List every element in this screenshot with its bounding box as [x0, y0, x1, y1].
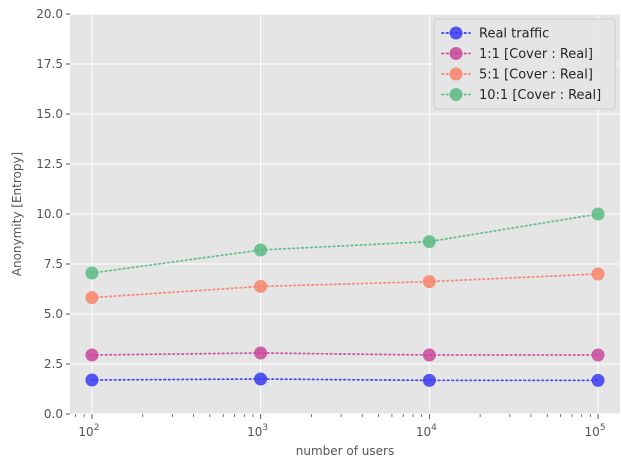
y-tick-label: 12.5 [36, 157, 63, 171]
legend-label: 10:1 [Cover : Real] [479, 88, 601, 103]
y-tick-label: 20.0 [36, 7, 63, 21]
series-layer [85, 207, 605, 387]
series-3 [85, 207, 605, 280]
legend-item: 10:1 [Cover : Real] [441, 88, 601, 103]
x-axis-label: number of users [296, 444, 394, 458]
series-line [91, 273, 599, 299]
series-line [91, 352, 599, 356]
x-tick-label: 102 [78, 423, 99, 439]
data-point [422, 275, 436, 289]
y-tick-label: 17.5 [36, 57, 63, 71]
data-point [591, 207, 605, 221]
legend-label: Real traffic [479, 27, 549, 42]
series-line [91, 378, 599, 382]
x-tick-exponent: 3 [262, 423, 268, 433]
legend: Real traffic 1:1 [Cover : Real] 5:1 [Cover… [433, 18, 616, 110]
legend-box [433, 18, 616, 110]
data-point [254, 279, 268, 293]
series-0 [85, 372, 605, 387]
x-tick-label: 105 [585, 423, 606, 439]
x-tick-base: 10 [585, 425, 600, 439]
x-tick-base: 10 [78, 425, 93, 439]
y-tick-label: 0.0 [44, 407, 63, 421]
legend-marker [449, 88, 463, 101]
data-point [422, 373, 436, 387]
data-point [254, 346, 268, 360]
series-1 [85, 346, 605, 362]
data-point [85, 266, 99, 280]
x-tick-label: 104 [416, 423, 437, 439]
series-2 [85, 267, 605, 305]
y-axis-label: Anonymity [Entropy] [10, 152, 24, 277]
legend-marker [449, 67, 463, 81]
y-tick-label: 15.0 [36, 107, 63, 121]
data-point [85, 348, 99, 362]
x-tick-base: 10 [247, 425, 262, 439]
legend-item: 5:1 [Cover : Real] [441, 67, 593, 83]
legend-label: 5:1 [Cover : Real] [479, 68, 593, 83]
data-point [591, 373, 605, 387]
data-point [422, 348, 436, 362]
data-point [591, 348, 605, 362]
x-tick-exponent: 4 [431, 423, 437, 433]
data-point [85, 373, 99, 387]
legend-label: 1:1 [Cover : Real] [479, 47, 593, 62]
y-tick-label: 5.0 [44, 307, 63, 321]
x-tick-base: 10 [416, 425, 431, 439]
legend-marker [449, 47, 463, 60]
y-tick-label: 2.5 [44, 357, 63, 371]
data-point [85, 291, 99, 305]
data-point [254, 243, 268, 257]
x-tick-label: 103 [247, 423, 268, 439]
series-line [91, 213, 599, 274]
legend-item: 1:1 [Cover : Real] [441, 47, 593, 62]
data-point [422, 235, 436, 249]
y-tick-label: 10.0 [36, 207, 63, 221]
legend-item: Real traffic [441, 26, 549, 42]
data-point [254, 372, 268, 386]
y-tick-label: 7.5 [44, 257, 63, 271]
data-point [591, 267, 605, 281]
x-tick-exponent: 2 [94, 423, 100, 433]
legend-marker [449, 26, 463, 40]
x-tick-exponent: 5 [600, 423, 606, 433]
